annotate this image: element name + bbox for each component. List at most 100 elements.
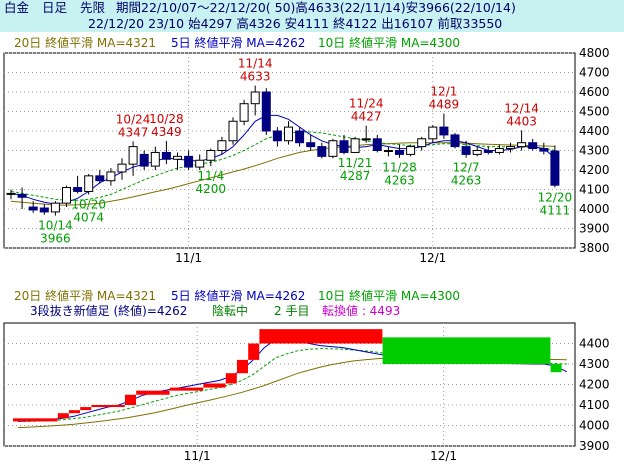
candle-body xyxy=(350,138,360,153)
candle-body xyxy=(228,120,238,142)
low-annotation-value: 4287 xyxy=(340,169,371,183)
candle-body xyxy=(439,126,449,136)
y-tick-label: 4400 xyxy=(579,124,610,138)
candle-body xyxy=(517,142,527,148)
candle-body xyxy=(483,150,493,153)
low-annotation-value: 4263 xyxy=(451,174,482,188)
candle-body xyxy=(461,146,471,155)
step-count: 2 手目 xyxy=(274,304,309,318)
high-annotation-value: 4489 xyxy=(429,98,460,112)
candle-body xyxy=(306,142,316,148)
period-range: 期間22/10/07～22/12/20( 50)高4633(22/11/14)安… xyxy=(116,0,516,15)
y-tick-label: 4200 xyxy=(579,378,610,392)
up-break-block xyxy=(69,410,80,414)
high-annotation-value: 4347 xyxy=(118,125,149,139)
instrument-name: 白金 xyxy=(4,0,30,15)
up-break-block xyxy=(91,405,125,408)
y-tick-label: 4300 xyxy=(579,144,610,158)
up-break-block xyxy=(225,373,237,384)
reversal-value: 転換値 : 4493 xyxy=(322,303,400,318)
candle-body xyxy=(284,126,293,142)
down-break-block xyxy=(550,364,562,373)
candle-body xyxy=(395,150,404,155)
candle-body xyxy=(50,202,60,213)
latest-bar-info: 22/12/20 23/10 始4297 高4326 安4111 終4122 出… xyxy=(88,16,503,31)
candle-body xyxy=(206,150,216,161)
candle-body xyxy=(217,140,227,151)
candle-body xyxy=(106,171,116,182)
high-annotation-value: 4633 xyxy=(240,70,271,84)
low-annotation-date: 12/20 xyxy=(538,190,573,204)
ma10-line xyxy=(10,131,556,201)
low-annotation-value: 4200 xyxy=(196,182,227,196)
candle-body xyxy=(417,138,427,148)
candle-body xyxy=(506,146,515,150)
up-break-block xyxy=(248,343,260,360)
legend-ma10: 10日 終値平滑 MA=4300 xyxy=(318,288,460,303)
candle-body xyxy=(295,130,305,144)
contract-month: 先限 xyxy=(80,0,106,15)
candle-body xyxy=(528,142,538,150)
y-tick-label: 4100 xyxy=(579,398,610,412)
up-break-block xyxy=(125,394,136,405)
candle-body xyxy=(39,207,49,213)
y-tick-label: 4300 xyxy=(579,357,610,371)
candle-body xyxy=(406,146,416,155)
trend-status: 陰転中 xyxy=(212,303,248,318)
legend-ma10: 10日 終値平滑 MA=4300 xyxy=(318,35,460,50)
high-annotation-date: 12/1 xyxy=(430,85,457,99)
y-tick-label: 4800 xyxy=(579,46,610,60)
candle-body xyxy=(128,146,138,165)
low-annotation-date: 11/28 xyxy=(382,161,417,175)
y-tick-label: 3800 xyxy=(579,241,610,255)
candlestick-panel: 20日 終値平滑 MA=4321 5日 終値平滑 MA=4262 10日 終値平滑 … xyxy=(3,35,610,265)
candle-body xyxy=(17,193,27,198)
y-tick-label: 4700 xyxy=(579,66,610,80)
candle-body xyxy=(117,163,127,173)
candle-body xyxy=(550,150,560,186)
up-break-block xyxy=(80,407,92,411)
up-break-block xyxy=(136,390,170,395)
x-tick-label: 12/1 xyxy=(419,251,446,265)
candle-body xyxy=(272,130,282,142)
header-line-2: 22/12/20 23/10 始4297 高4326 安4111 終4122 出… xyxy=(0,16,624,32)
candle-body xyxy=(184,155,194,168)
y-tick-label: 4600 xyxy=(579,85,610,99)
x-tick-label: 12/1 xyxy=(430,449,457,463)
candle-body xyxy=(539,148,549,152)
candle-body xyxy=(328,140,338,157)
candle-body xyxy=(494,148,504,153)
y-tick-label: 4500 xyxy=(579,105,610,119)
break-method-label: 3段抜き新値足 (終値)=4262 xyxy=(30,303,187,318)
candle-body xyxy=(339,140,349,153)
candle-body xyxy=(28,206,38,211)
down-break-block xyxy=(382,337,551,364)
low-annotation-date: 12/7 xyxy=(453,161,480,175)
ma5-line xyxy=(10,114,556,205)
candle-body xyxy=(428,126,438,140)
low-annotation-date: 11/4 xyxy=(197,169,224,183)
legend-ma5: 5日 終値平滑 MA=4262 xyxy=(171,288,305,303)
up-break-block xyxy=(237,359,248,374)
low-annotation-value: 4074 xyxy=(73,211,104,225)
three-line-break-panel: 20日 終値平滑 MA=4321 5日 終値平滑 MA=4262 10日 終値平滑 … xyxy=(3,288,610,463)
high-annotation-date: 11/24 xyxy=(349,97,384,111)
ma20-line xyxy=(10,142,555,206)
candle-body xyxy=(62,187,71,204)
y-tick-label: 4000 xyxy=(579,419,610,433)
candle-body xyxy=(150,151,160,167)
y-tick-label: 4200 xyxy=(579,163,610,177)
y-tick-label: 3900 xyxy=(579,222,610,236)
candle-body xyxy=(383,150,393,152)
high-annotation-date: 12/14 xyxy=(504,101,539,115)
x-tick-label: 11/1 xyxy=(184,449,211,463)
candle-body xyxy=(95,175,105,182)
legend-ma5: 5日 終値平滑 MA=4262 xyxy=(171,35,305,50)
low-annotation-date: 10/20 xyxy=(71,198,106,212)
candle-body xyxy=(139,153,149,167)
header-line-1: 白金 日足 先限 期間22/10/07～22/12/20( 50)高4633(2… xyxy=(0,0,624,16)
candle-body xyxy=(450,134,460,148)
y-tick-label: 3900 xyxy=(579,439,610,453)
legend-ma20: 20日 終値平滑 MA=4321 xyxy=(14,35,156,50)
up-break-block xyxy=(57,413,69,419)
